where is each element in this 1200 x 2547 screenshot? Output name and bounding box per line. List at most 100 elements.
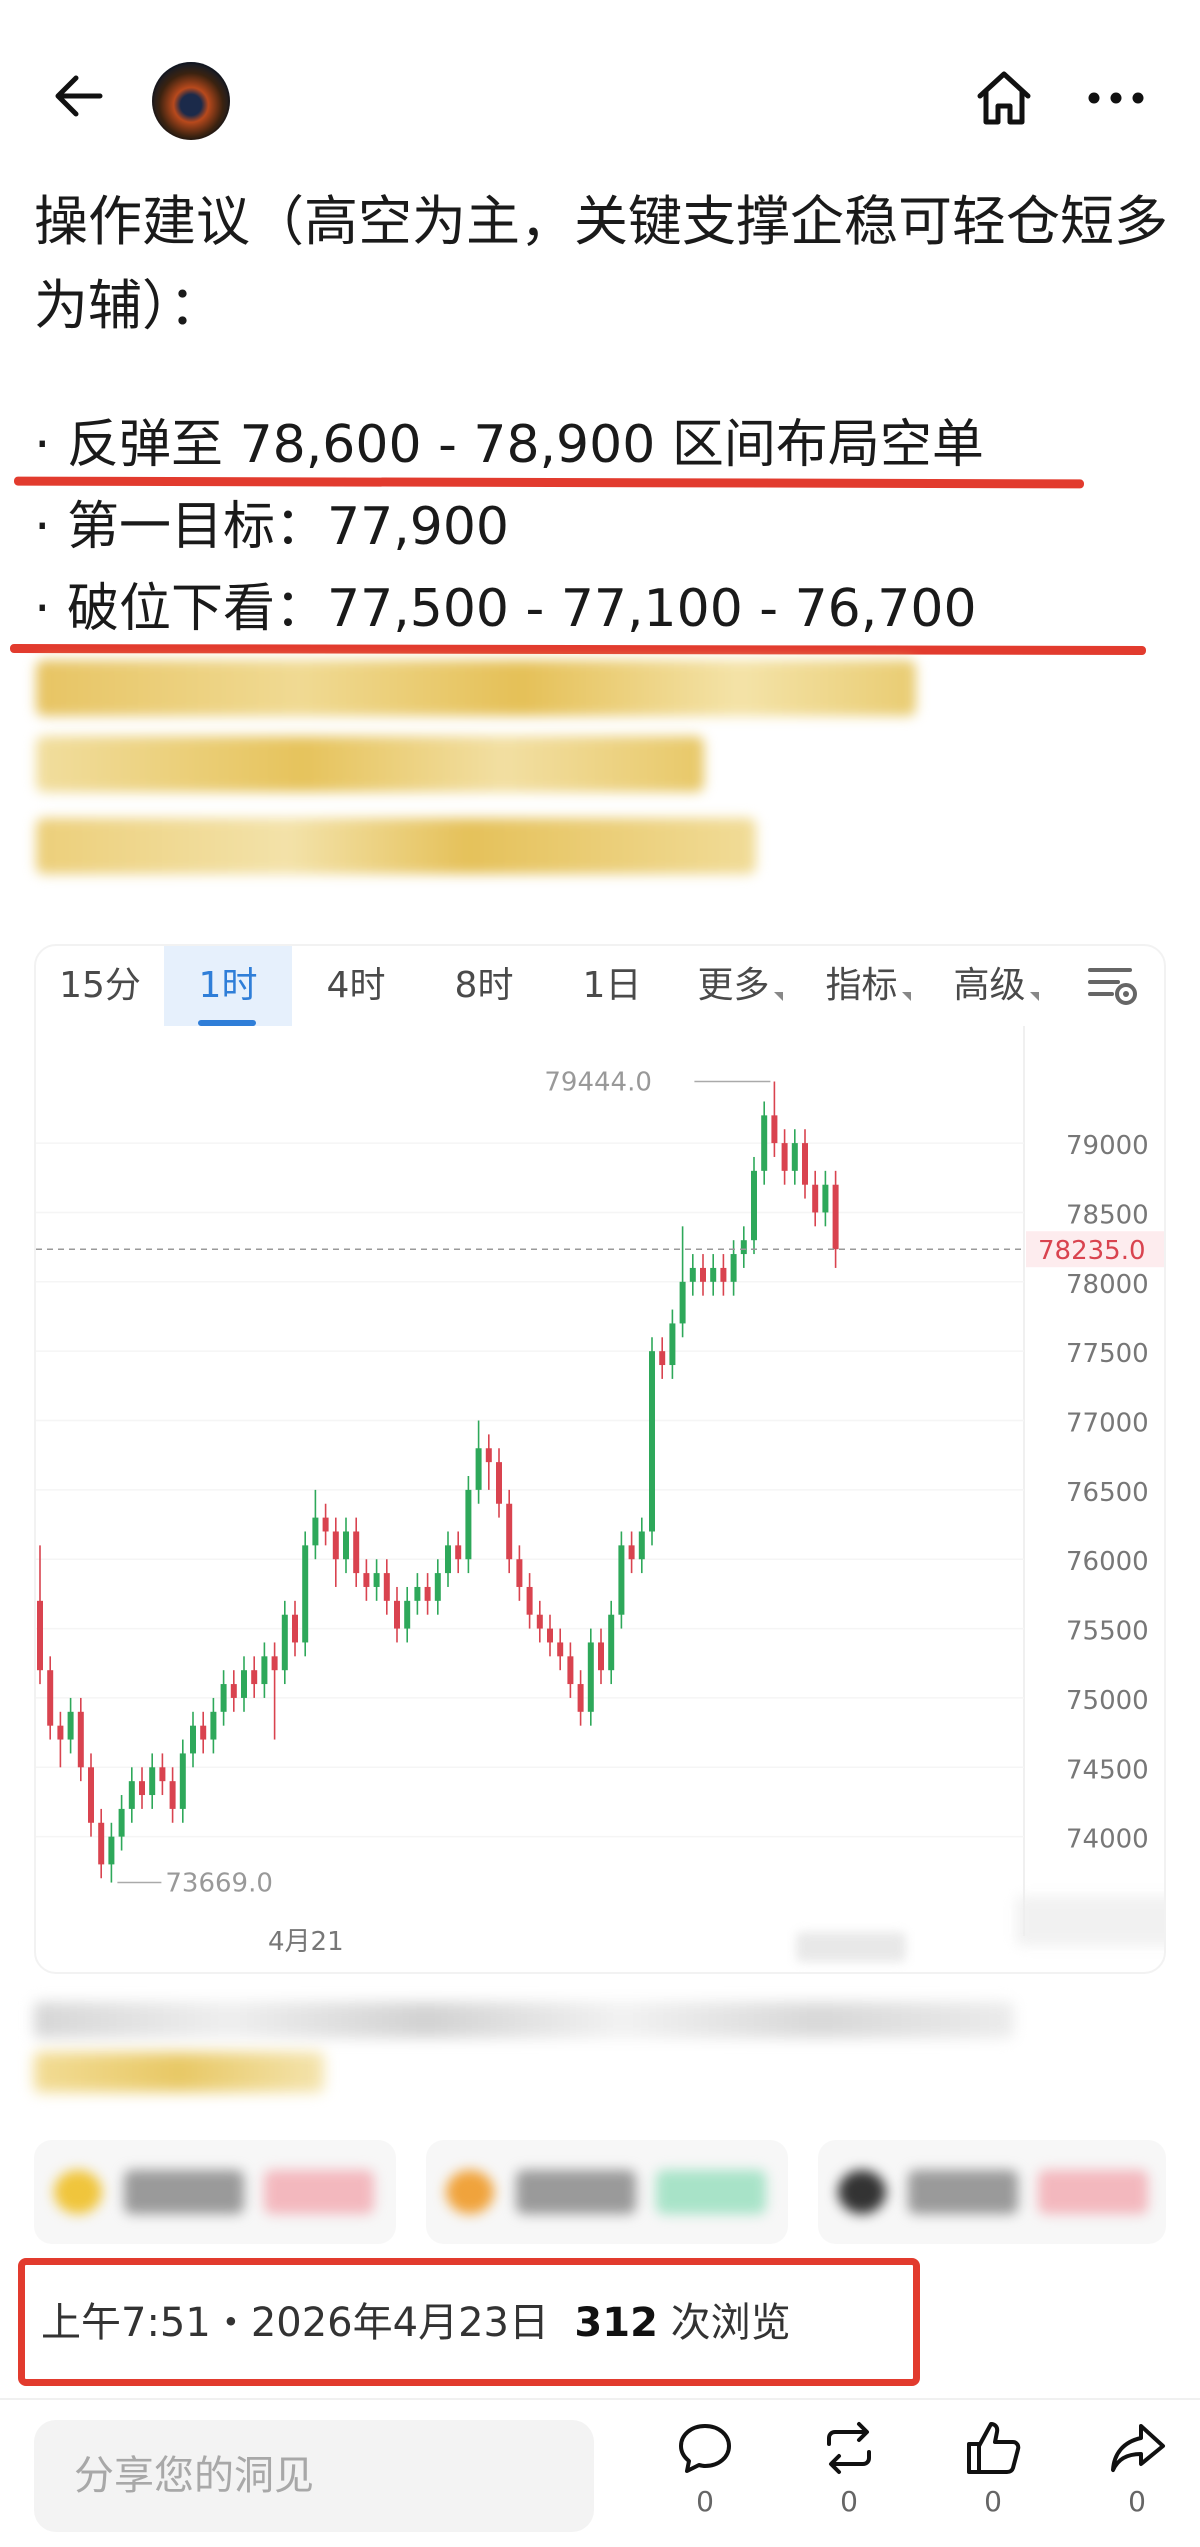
more-options-button[interactable] xyxy=(1080,64,1152,132)
candle-down xyxy=(322,1517,329,1532)
tab-active-indicator xyxy=(198,1020,256,1026)
blurred-disclaimer xyxy=(34,2002,1014,2038)
author-avatar[interactable] xyxy=(152,62,230,140)
candle-up xyxy=(751,1170,757,1241)
y-tick-label: 76500 xyxy=(1066,1478,1149,1508)
y-tick-label: 75000 xyxy=(1066,1686,1149,1716)
candle-up xyxy=(67,1711,74,1740)
candle-up xyxy=(434,1573,441,1601)
candle-down xyxy=(251,1670,258,1685)
red-underline xyxy=(13,476,1085,489)
blurred-coin-name xyxy=(124,2170,244,2214)
y-tick-label: 75500 xyxy=(1066,1617,1149,1647)
candle-down xyxy=(57,1725,64,1740)
repost-icon xyxy=(827,2422,871,2474)
tab-15m[interactable]: 15分 xyxy=(59,965,141,1006)
candle-up xyxy=(608,1614,615,1671)
candle-down xyxy=(383,1573,390,1601)
candle-down xyxy=(77,1711,84,1768)
repost-button[interactable]: 0 xyxy=(799,2418,899,2536)
candle-up xyxy=(587,1642,594,1712)
blurred-coin-name xyxy=(516,2170,636,2214)
timestamp-highlight-box: 上午7:51・2026年4月23日 312 次浏览 xyxy=(18,2258,920,2386)
tab-1h[interactable]: 1时 xyxy=(164,946,292,1026)
candle-up xyxy=(445,1545,451,1574)
timestamp-date: 上午7:51・2026年4月23日 xyxy=(41,2300,549,2346)
tab-8h[interactable]: 8时 xyxy=(454,965,514,1006)
y-tick-label: 78000 xyxy=(1066,1270,1149,1300)
candle-down xyxy=(557,1642,564,1657)
candlestick-chart[interactable]: 74000 74500 75000 75500 76000 76500 77000 77500… xyxy=(36,1026,1166,1974)
repost-count: 0 xyxy=(840,2485,858,2518)
candle-down xyxy=(628,1545,635,1560)
candle-down xyxy=(506,1503,513,1560)
candle-down xyxy=(230,1684,237,1698)
home-icon xyxy=(977,71,1031,125)
y-tick-label: 77500 xyxy=(1066,1339,1149,1369)
blurred-coin-change xyxy=(656,2170,766,2214)
comment-button[interactable]: 0 xyxy=(655,2418,755,2536)
dropdown-triangle-icon xyxy=(773,992,783,1001)
candle-down xyxy=(547,1628,553,1643)
tab-1d[interactable]: 1日 xyxy=(582,965,642,1006)
tab-more[interactable]: 更多 xyxy=(676,946,804,1026)
tab-indicators[interactable]: 指标 xyxy=(804,946,932,1026)
candle-up xyxy=(689,1267,696,1282)
current-price-label: 78235.0 xyxy=(1038,1236,1146,1266)
blurred-text xyxy=(36,660,916,716)
y-tick-label: 79000 xyxy=(1066,1131,1149,1161)
candle-down xyxy=(169,1781,176,1809)
view-count-label: 次浏览 xyxy=(670,2300,791,2346)
share-button[interactable]: 0 xyxy=(1087,2418,1187,2536)
comment-icon xyxy=(679,2424,731,2473)
share-insight-input[interactable] xyxy=(34,2420,594,2532)
candle-up xyxy=(822,1184,829,1213)
candle-down xyxy=(567,1656,574,1685)
current-price-tag xyxy=(1026,1231,1164,1268)
like-button[interactable]: 0 xyxy=(943,2418,1043,2536)
coin-ticker-card[interactable] xyxy=(34,2140,396,2244)
candle-up xyxy=(343,1531,349,1560)
coin-ticker-card[interactable] xyxy=(818,2140,1166,2244)
candle-down xyxy=(37,1600,43,1671)
candle-up xyxy=(465,1489,472,1560)
candle-down xyxy=(200,1725,207,1740)
more-dots-icon xyxy=(1088,92,1144,104)
home-button[interactable] xyxy=(970,64,1038,132)
candle-up xyxy=(618,1545,625,1615)
candle-up xyxy=(791,1143,798,1171)
high-price-label: 79444.0 xyxy=(544,1068,652,1098)
coin-ticker-card[interactable] xyxy=(426,2140,788,2244)
candle-down xyxy=(526,1586,533,1615)
x-tick-label: 4月21 xyxy=(268,1927,344,1957)
chart-settings-button[interactable] xyxy=(1060,946,1164,1026)
coin-logo-icon xyxy=(838,2170,886,2214)
y-tick-label: 77000 xyxy=(1066,1409,1149,1439)
candle-down xyxy=(88,1767,94,1823)
bullet-short-entry: · 反弹至 78,600 - 78,900 区间布局空单 xyxy=(34,415,984,475)
candle-down xyxy=(332,1531,339,1560)
candle-up xyxy=(108,1836,115,1865)
tab-4h[interactable]: 4时 xyxy=(326,965,386,1006)
blurred-coin-change xyxy=(264,2170,374,2214)
candle-up xyxy=(149,1767,156,1796)
candle-down xyxy=(394,1600,400,1629)
candle-up xyxy=(118,1808,125,1837)
back-button[interactable] xyxy=(48,64,112,128)
red-underline xyxy=(9,644,1147,655)
tab-advanced[interactable]: 高级 xyxy=(932,946,1060,1026)
candle-up xyxy=(220,1684,227,1712)
candle-up xyxy=(710,1267,717,1282)
blurred-coin-name xyxy=(908,2170,1018,2214)
like-icon xyxy=(967,2422,1021,2474)
candle-down xyxy=(98,1822,105,1865)
coin-logo-icon xyxy=(54,2170,102,2214)
share-icon xyxy=(1111,2424,1165,2472)
candle-down xyxy=(598,1642,604,1671)
candle-down xyxy=(771,1115,778,1144)
arrow-left-icon xyxy=(55,75,103,117)
candle-down xyxy=(363,1573,370,1587)
view-count: 312 xyxy=(574,2300,658,2346)
candle-down xyxy=(139,1781,145,1796)
candle-down xyxy=(516,1559,523,1587)
